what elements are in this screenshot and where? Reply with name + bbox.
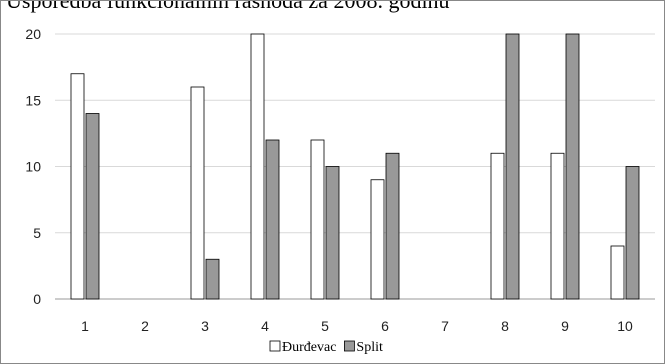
x-tick-label: 1 [81,318,89,334]
bar-split-8 [505,33,520,300]
bar-durdevac-1 [70,73,85,300]
legend-label-split: Split [356,340,383,355]
chart-title: Usporedba funkcionalnih rashoda za 2008.… [6,0,450,13]
x-tick-label: 4 [261,318,269,334]
bar-split-5 [325,166,340,300]
bar-split-4 [265,139,280,300]
legend-label-durdevac: Đurđevac [282,340,336,355]
bar-durdevac-10 [610,245,625,300]
bar-durdevac-6 [370,179,385,300]
y-tick-label: 0 [33,291,41,307]
x-tick-label: 3 [201,318,209,334]
legend-swatch-durdevac [269,340,281,352]
x-tick-label: 10 [617,318,633,334]
x-tick-label: 8 [501,318,509,334]
bar-split-3 [205,258,220,300]
bar-durdevac-9 [550,152,565,300]
bar-split-9 [565,33,580,300]
y-tick-label: 20 [25,26,41,42]
legend: Đurđevac Split [269,340,383,355]
x-tick-label: 9 [561,318,569,334]
bar-durdevac-3 [190,86,205,300]
legend-swatch-split [344,340,355,352]
bar-durdevac-5 [310,139,325,300]
bars [70,33,640,300]
x-axis-ticks: 1 2 3 4 5 6 7 8 9 10 [81,318,633,334]
x-tick-label: 7 [441,318,449,334]
y-axis-ticks: 0 5 10 15 20 [25,26,41,307]
gridlines [55,33,655,300]
bar-split-6 [385,152,400,300]
y-tick-label: 5 [33,225,41,241]
bar-split-10 [625,166,640,300]
x-tick-label: 5 [321,318,329,334]
bar-durdevac-8 [490,152,505,300]
bar-durdevac-4 [250,33,265,300]
y-tick-label: 15 [25,92,41,108]
y-tick-label: 10 [25,159,41,175]
x-tick-label: 6 [381,318,389,334]
x-tick-label: 2 [141,318,149,334]
bar-split-1 [85,113,100,300]
